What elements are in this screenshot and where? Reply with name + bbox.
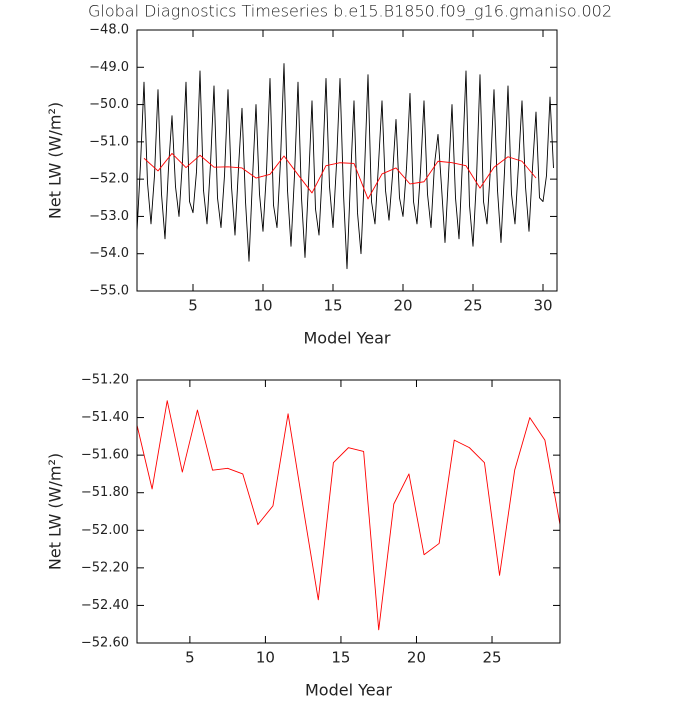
data-line [136, 63, 554, 270]
y-tick-label: −51.20 [81, 373, 129, 388]
chart-title: Global Diagnostics Timeseries b.e15.B185… [88, 2, 612, 21]
y-tick-label: −51.80 [81, 485, 129, 500]
x-tick-label: 5 [185, 649, 195, 667]
y-tick-label: −52.00 [81, 523, 129, 538]
data-line [143, 152, 537, 200]
x-tick-label: 20 [407, 649, 426, 667]
y-tick-label: −54.0 [89, 246, 129, 261]
y-tick-label: −50.0 [89, 97, 129, 112]
y-axis-label: Net LW (W/m²) [46, 102, 65, 219]
plot-frame [136, 379, 561, 644]
y-tick-label: −52.20 [81, 560, 129, 575]
y-tick-label: −51.60 [81, 448, 129, 463]
y-tick-label: −52.0 [89, 172, 129, 187]
x-tick-label: 10 [253, 297, 272, 315]
y-tick-label: −52.40 [81, 598, 129, 613]
x-tick-label: 25 [482, 649, 501, 667]
x-tick-label: 15 [331, 649, 350, 667]
x-tick-label: 10 [256, 649, 275, 667]
x-axis-label: Model Year [305, 681, 392, 700]
x-tick-label: 15 [323, 297, 342, 315]
y-tick-label: −49.0 [89, 60, 129, 75]
x-tick-label: 25 [463, 297, 482, 315]
y-tick-label: −53.0 [89, 209, 129, 224]
y-tick-label: −48.0 [89, 23, 129, 38]
data-line [136, 400, 561, 631]
x-tick-label: 5 [188, 297, 198, 315]
x-tick-label: 30 [533, 297, 552, 315]
y-tick-label: −51.40 [81, 410, 129, 425]
x-axis-label: Model Year [304, 329, 391, 348]
y-tick-label: −55.0 [89, 284, 129, 299]
y-tick-label: −52.60 [81, 636, 129, 651]
plot-frame [136, 29, 558, 292]
y-axis-label: Net LW (W/m²) [46, 453, 65, 570]
y-tick-label: −51.0 [89, 134, 129, 149]
x-tick-label: 20 [393, 297, 412, 315]
